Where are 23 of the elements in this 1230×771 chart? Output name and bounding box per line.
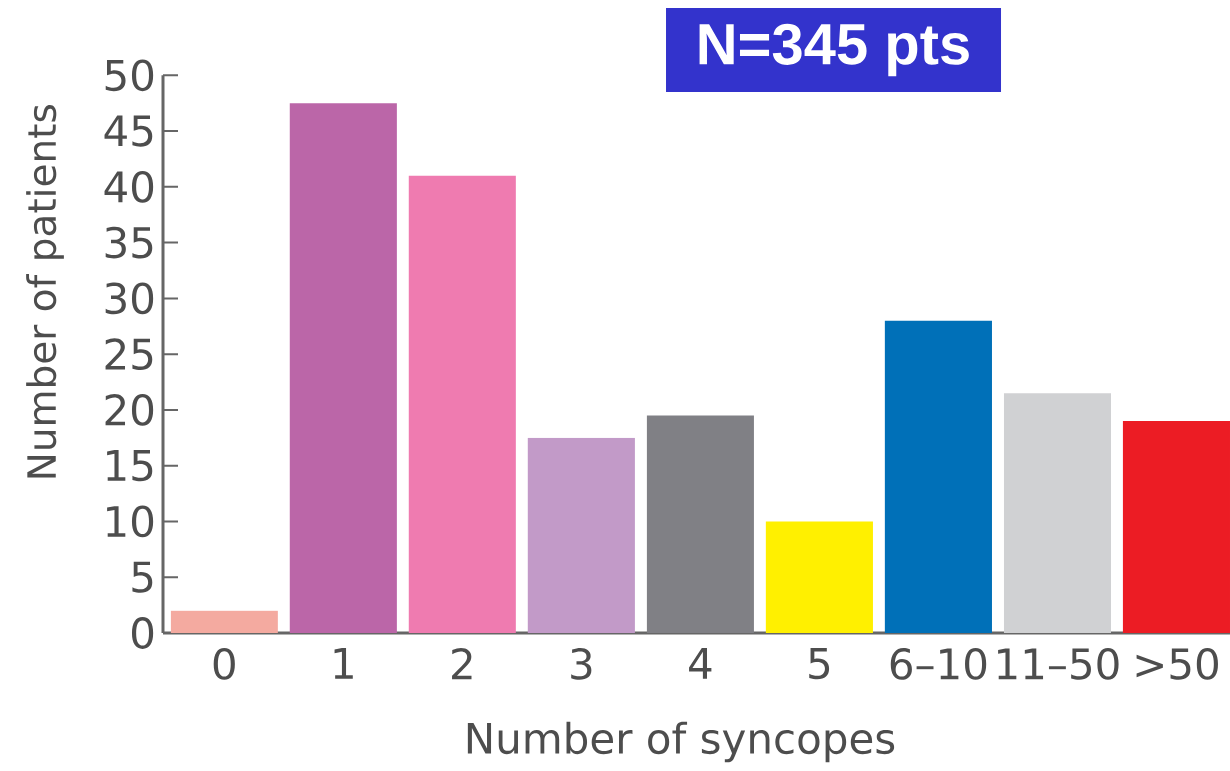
x-tick-label: 2	[452, 648, 472, 680]
x-tick-label: 11–50	[998, 648, 1119, 680]
x-tick-label: >50	[1136, 648, 1218, 680]
x-tick-label: 3	[571, 648, 592, 680]
x-tick-label: 5	[809, 648, 830, 680]
x-tick-label: 4	[689, 648, 712, 679]
y-tick-label: 15	[107, 450, 153, 482]
y-tick-label: 30	[105, 282, 154, 315]
x-tick-label: 6–10	[890, 648, 987, 680]
x-tick-label: 0	[213, 648, 235, 680]
y-axis-title: Number of patients	[26, 105, 64, 478]
y-tick-label: 35	[105, 226, 153, 259]
x-axis-title: Number of syncopes	[467, 721, 895, 763]
y-tick-label: 25	[105, 338, 153, 371]
y-tick-label: 20	[105, 394, 154, 426]
y-tick-label: 0	[131, 617, 154, 649]
x-tick-label: 1	[334, 648, 353, 679]
y-tick-label: 50	[105, 59, 154, 92]
y-tick-label: 40	[104, 170, 154, 203]
y-tick-label: 5	[132, 561, 153, 593]
annotation: N=345 pts	[699, 23, 969, 77]
y-tick-label: 10	[107, 505, 154, 538]
y-tick-label: 45	[104, 115, 153, 147]
